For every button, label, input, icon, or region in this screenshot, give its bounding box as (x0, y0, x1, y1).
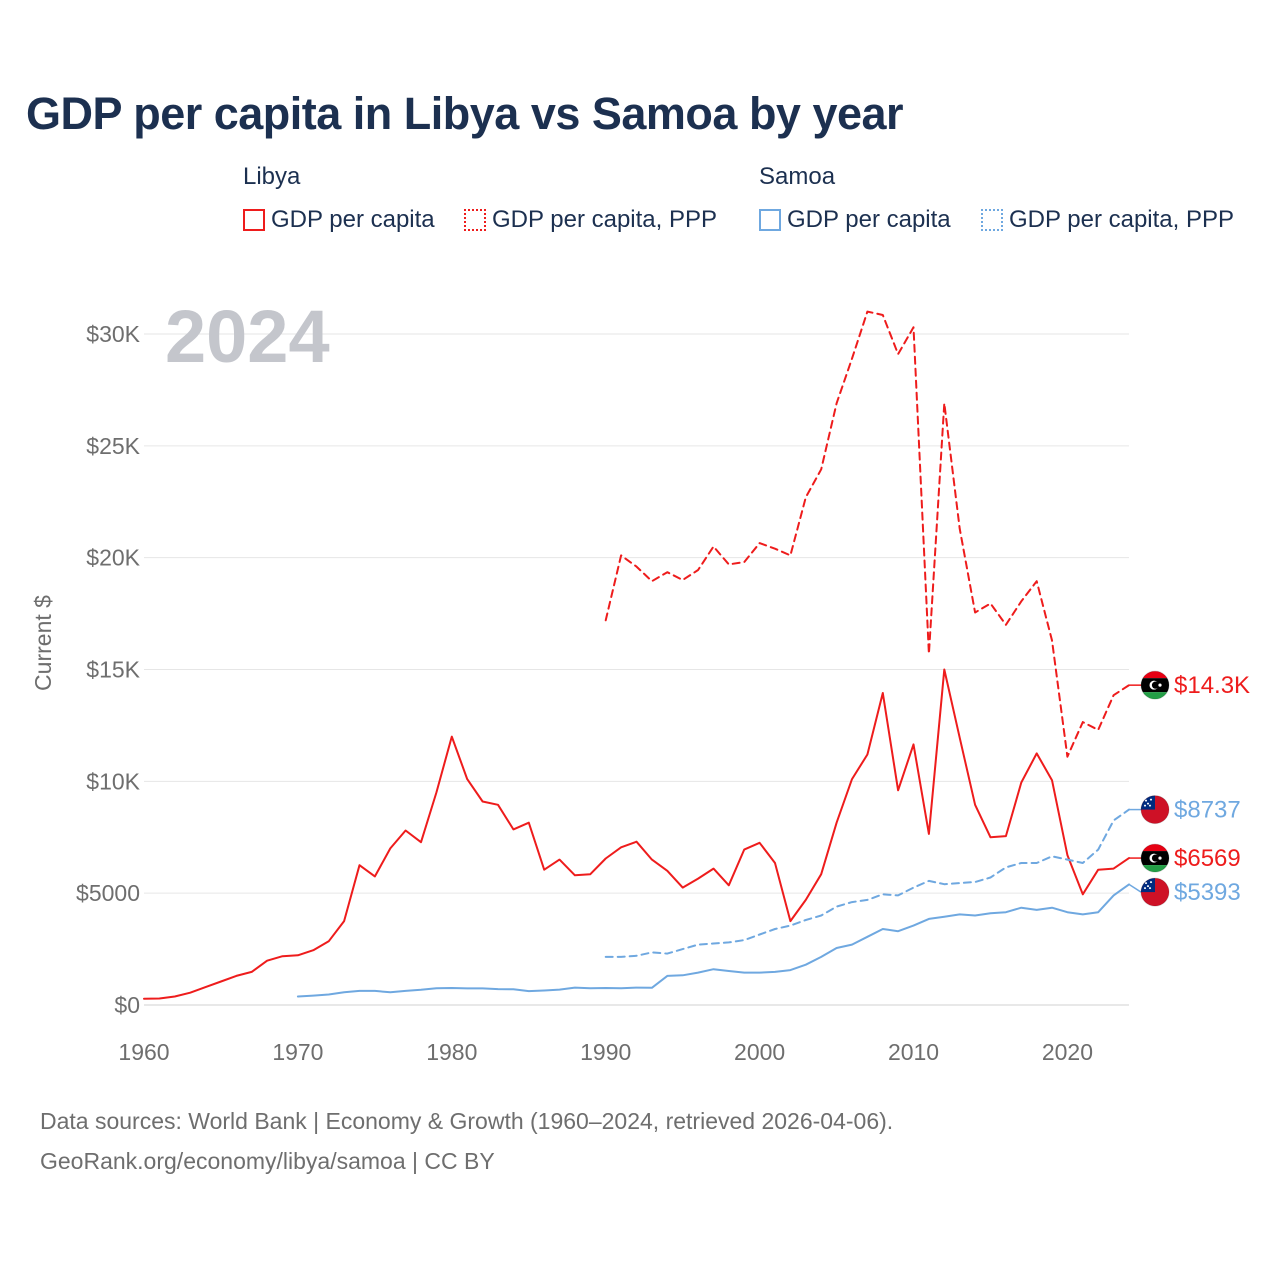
legend-swatch-solid-red (243, 209, 265, 231)
x-tick-label: 2020 (1042, 1039, 1093, 1065)
libya-flag-icon (1140, 843, 1170, 873)
y-tick-label: $30K (86, 321, 140, 347)
legend-item-libya-gdp-ppp[interactable]: GDP per capita, PPP (464, 203, 717, 237)
flag-crescent-cut (1151, 681, 1160, 689)
end-value-label: $8737 (1174, 797, 1241, 824)
legend-group-libya: Libya (243, 163, 301, 190)
samoa-flag-icon (1140, 877, 1170, 907)
flag-star (1158, 856, 1162, 860)
chart-title: GDP per capita in Libya vs Samoa by year (26, 88, 904, 139)
legend-label: GDP per capita, PPP (492, 206, 717, 233)
flag-star (1147, 885, 1149, 888)
flag-star (1144, 804, 1146, 807)
legend-swatch-solid-blue (759, 209, 781, 231)
legend-swatch-dotted-blue (981, 209, 1003, 231)
x-tick-label: 2000 (734, 1039, 785, 1065)
end-value-label: $5393 (1174, 879, 1241, 906)
y-tick-label: $10K (86, 768, 140, 794)
flag-star (1149, 804, 1151, 807)
y-tick-label: $5000 (76, 880, 140, 906)
flag-outline (1140, 843, 1170, 873)
end-value-label: $14.3K (1174, 672, 1250, 699)
series-line-libya-gdp-per-capita-ppp (604, 310, 1130, 758)
legend-item-libya-gdp[interactable]: GDP per capita (243, 203, 435, 237)
flag-outline (1140, 795, 1170, 825)
flag-star (1150, 881, 1152, 884)
legend-label: GDP per capita (787, 206, 951, 233)
series-line-libya-gdp-per-capita (143, 668, 1130, 1000)
flag-body (1141, 844, 1169, 873)
flag-stripe-red (1141, 844, 1169, 852)
legend-label: GDP per capita, PPP (1009, 206, 1234, 233)
y-tick-label: $20K (86, 545, 140, 571)
flag-outline (1140, 877, 1170, 907)
legend-item-samoa-gdp-ppp[interactable]: GDP per capita, PPP (981, 203, 1234, 237)
legend-label: GDP per capita (271, 206, 435, 233)
x-tick-label: 1990 (580, 1039, 631, 1065)
end-connector (1128, 883, 1142, 893)
line-chart: 2024 Current $ $0 $5000 $10K $15K $20K $25K $3… (30, 295, 1250, 1065)
x-tick-label: 1960 (118, 1039, 169, 1065)
flag-stripe-red (1141, 671, 1169, 679)
year-watermark: 2024 (165, 295, 330, 378)
flag-star (1149, 887, 1151, 890)
legend-swatch-dotted-red (464, 209, 486, 231)
flag-star (1145, 799, 1147, 802)
flag-body (1141, 795, 1169, 824)
footer-sources: Data sources: World Bank | Economy & Gro… (40, 1108, 894, 1134)
legend-item-samoa-gdp[interactable]: GDP per capita (759, 203, 951, 237)
legend-group-samoa: Samoa (759, 163, 836, 190)
flag-star (1150, 798, 1152, 801)
x-tick-label: 1970 (272, 1039, 323, 1065)
series-line-samoa-gdp-per-capita-ppp (604, 808, 1130, 958)
samoa-flag-icon (1140, 795, 1170, 825)
y-tick-label: $15K (86, 657, 140, 683)
series-line-samoa-gdp-per-capita (296, 883, 1130, 998)
x-tick-label: 1980 (426, 1039, 477, 1065)
flag-crescent-cut (1151, 854, 1160, 862)
libya-flag-icon (1140, 670, 1170, 700)
y-tick-label: $0 (114, 992, 140, 1018)
flag-body (1141, 671, 1169, 700)
flag-star (1147, 802, 1149, 805)
flag-stripe-green (1141, 865, 1169, 873)
footer-attribution: GeoRank.org/economy/libya/samoa | CC BY (40, 1148, 495, 1174)
y-tick-label: $25K (86, 433, 140, 459)
flag-star (1145, 882, 1147, 885)
flag-star (1144, 887, 1146, 890)
flag-outline (1140, 670, 1170, 700)
y-axis-label: Current $ (30, 595, 56, 691)
end-value-label: $6569 (1174, 845, 1241, 872)
flag-stripe-green (1141, 692, 1169, 700)
flag-star (1158, 683, 1162, 687)
x-tick-label: 2010 (888, 1039, 939, 1065)
